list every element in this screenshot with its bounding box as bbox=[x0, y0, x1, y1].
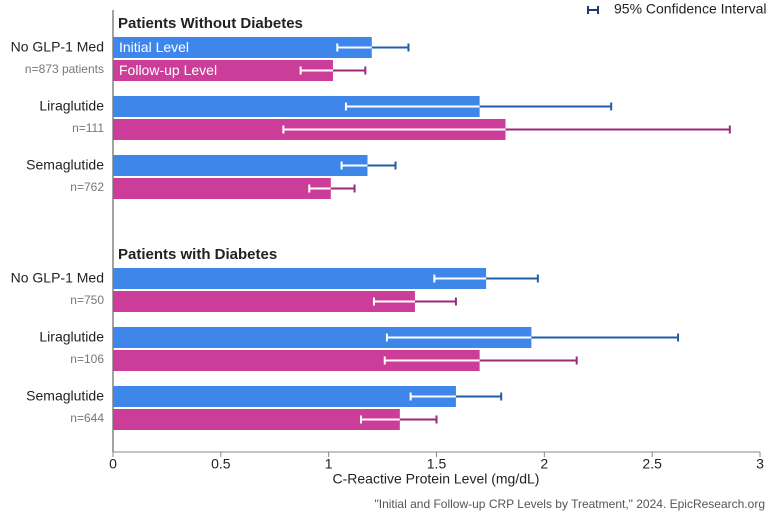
category-label: Liraglutide bbox=[39, 98, 104, 114]
bar bbox=[113, 155, 368, 176]
x-tick-label: 3 bbox=[756, 456, 764, 472]
bar bbox=[113, 291, 415, 312]
error-bar bbox=[409, 392, 503, 401]
error-bar bbox=[383, 356, 578, 365]
bar bbox=[113, 268, 487, 289]
category-label: Liraglutide bbox=[39, 329, 104, 345]
x-tick-label: 1 bbox=[325, 456, 333, 472]
bar bbox=[113, 37, 372, 58]
category-sublabel: n=750 bbox=[70, 293, 104, 307]
x-tick-label: 0.5 bbox=[211, 456, 231, 472]
legend-label: 95% Confidence Interval bbox=[614, 1, 767, 17]
panel-title: Patients Without Diabetes bbox=[118, 15, 303, 32]
source: "Initial and Follow-up CRP Levels by Tre… bbox=[375, 497, 766, 511]
x-tick-label: 2.5 bbox=[642, 456, 662, 472]
panel-title: Patients with Diabetes bbox=[118, 246, 277, 263]
bar bbox=[113, 386, 456, 407]
legend-entry: Initial Level bbox=[119, 39, 189, 55]
error-bar bbox=[433, 274, 539, 283]
category-label: Semaglutide bbox=[26, 388, 104, 404]
x-tick-label: 2 bbox=[540, 456, 548, 472]
category-label: No GLP-1 Med bbox=[11, 270, 104, 286]
bar bbox=[113, 178, 331, 199]
x-tick-label: 0 bbox=[109, 456, 117, 472]
error-bar bbox=[282, 125, 731, 134]
bar bbox=[113, 409, 400, 430]
bar bbox=[113, 327, 532, 348]
x-tick-label: 1.5 bbox=[427, 456, 447, 472]
x-axis-label: C-Reactive Protein Level (mg/dL) bbox=[333, 471, 540, 487]
category-sublabel: n=762 bbox=[70, 180, 104, 194]
error-bar bbox=[340, 161, 397, 170]
bar bbox=[113, 350, 480, 371]
category-label: No GLP-1 Med bbox=[11, 39, 104, 55]
error-bar bbox=[385, 333, 680, 342]
category-sublabel: n=873 patients bbox=[25, 62, 104, 76]
error-bar bbox=[372, 297, 457, 306]
legend-entry: Follow-up Level bbox=[119, 62, 217, 78]
error-bar bbox=[360, 415, 438, 424]
error-bar bbox=[308, 184, 356, 193]
bar bbox=[113, 60, 333, 81]
category-sublabel: n=111 bbox=[72, 121, 104, 135]
category-sublabel: n=644 bbox=[70, 411, 104, 425]
bar bbox=[113, 96, 480, 117]
error-bar bbox=[344, 102, 613, 111]
category-sublabel: n=106 bbox=[70, 352, 104, 366]
category-label: Semaglutide bbox=[26, 157, 104, 173]
error-bar bbox=[299, 66, 367, 75]
error-bar bbox=[336, 43, 410, 52]
